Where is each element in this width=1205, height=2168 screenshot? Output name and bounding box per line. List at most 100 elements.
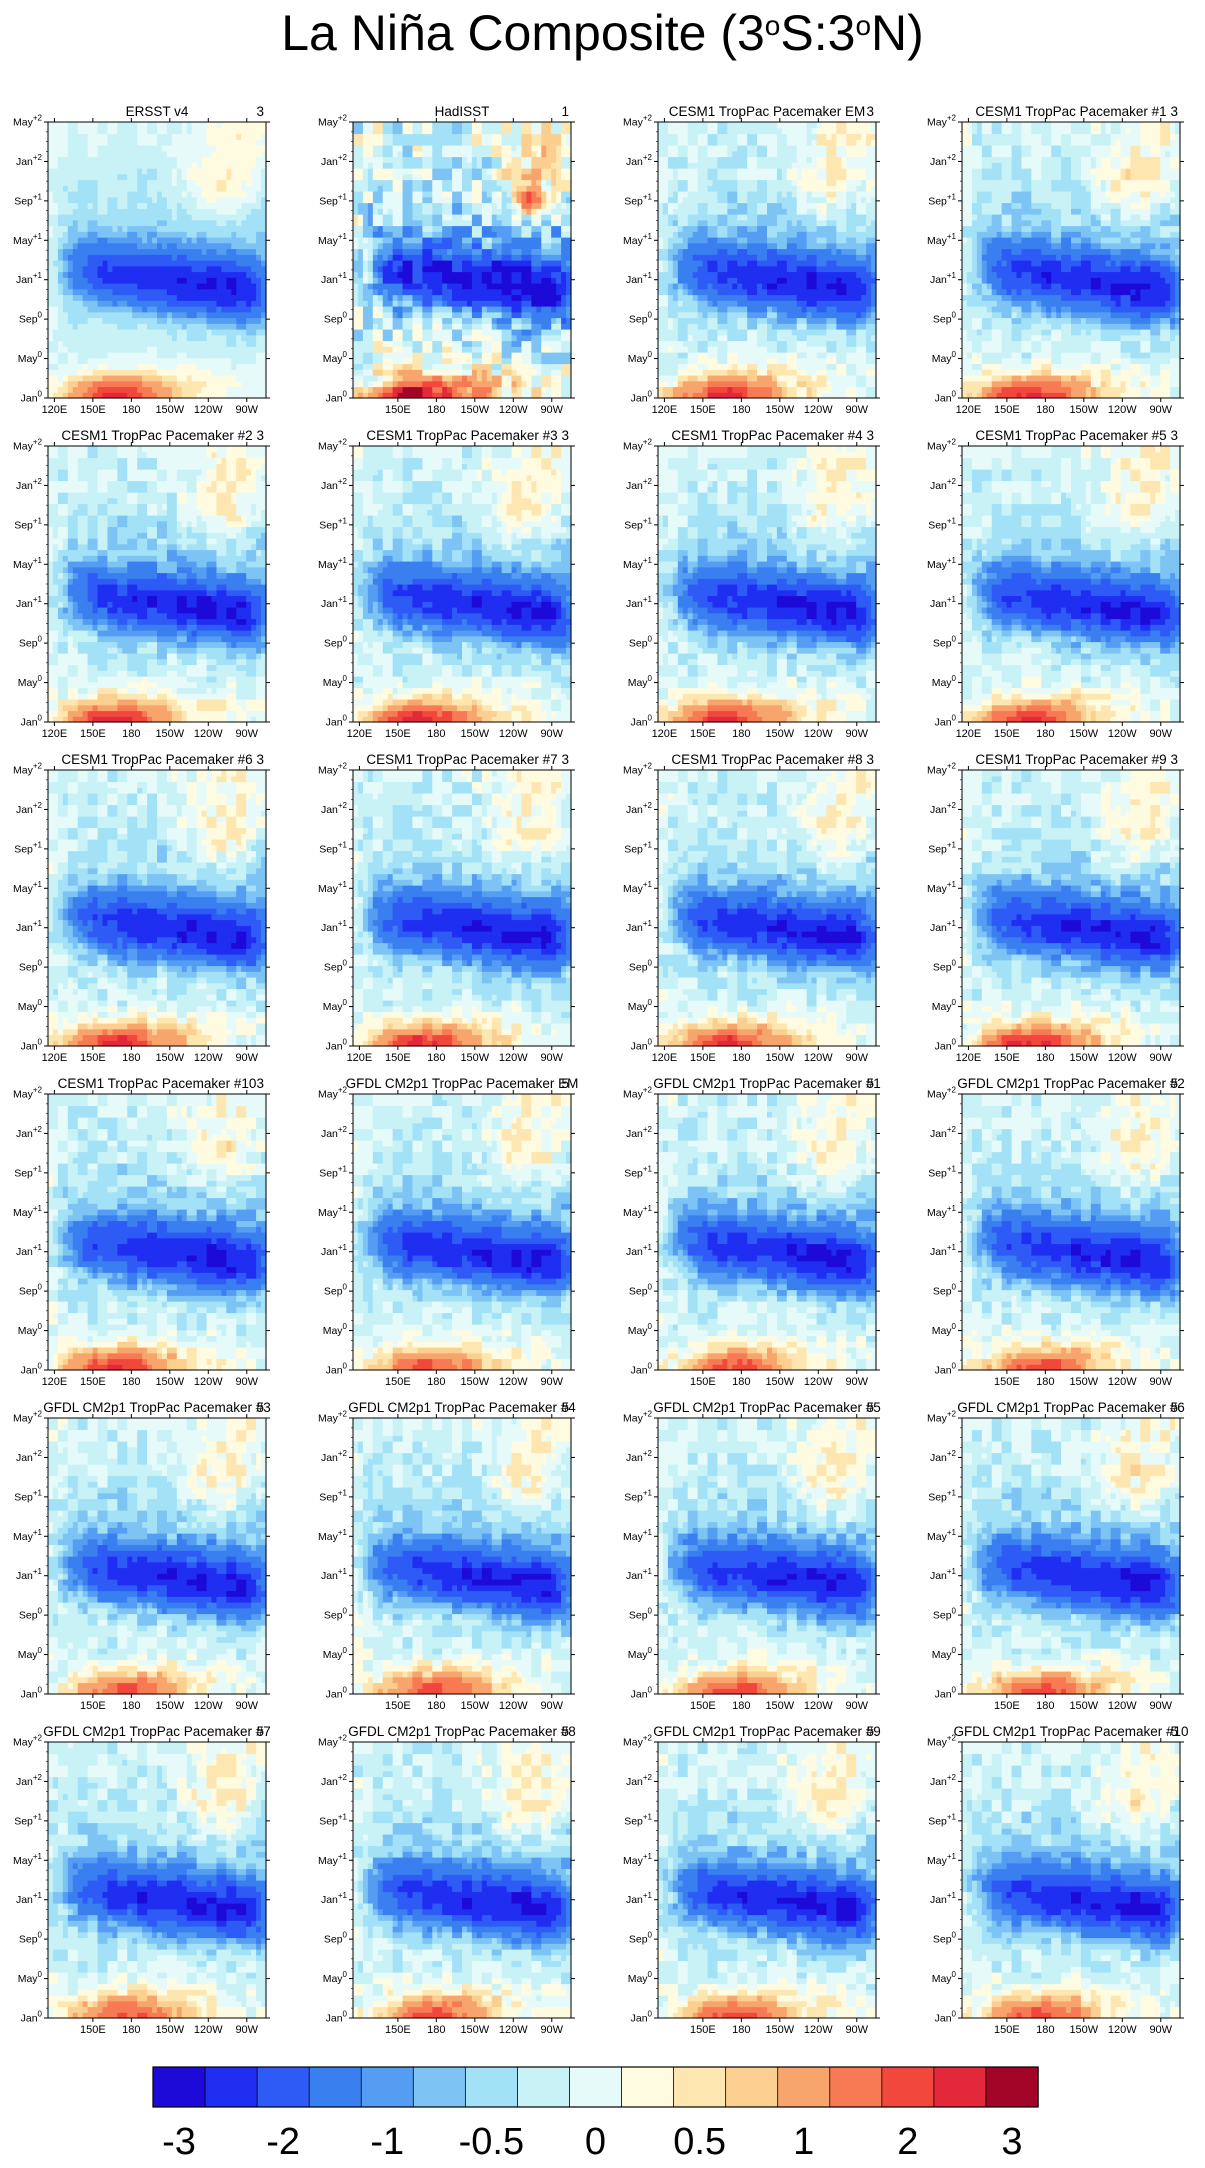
heatmap-cell bbox=[467, 168, 473, 174]
heatmap-cell bbox=[683, 352, 689, 358]
heatmap-cell bbox=[536, 295, 542, 301]
heatmap-cell bbox=[732, 318, 738, 324]
heatmap-cell bbox=[378, 295, 384, 301]
heatmap-cell bbox=[192, 128, 198, 134]
heatmap-cell bbox=[202, 185, 208, 191]
heatmap-cell bbox=[561, 346, 567, 352]
heatmap-cell bbox=[177, 260, 183, 266]
heatmap-cell bbox=[551, 214, 557, 220]
heatmap-cell bbox=[197, 329, 203, 335]
heatmap-cell bbox=[541, 128, 547, 134]
heatmap-cell bbox=[517, 214, 523, 220]
heatmap-cell bbox=[398, 214, 404, 220]
heatmap-cell bbox=[157, 208, 163, 214]
heatmap-cell bbox=[363, 341, 369, 347]
heatmap-cell bbox=[541, 289, 547, 295]
heatmap-cell bbox=[358, 387, 364, 393]
heatmap-cell bbox=[541, 203, 547, 209]
heatmap-cell bbox=[221, 369, 227, 375]
heatmap-cell bbox=[112, 306, 118, 312]
heatmap-cell bbox=[831, 318, 837, 324]
heatmap-cell bbox=[861, 358, 867, 364]
heatmap-cell bbox=[492, 335, 498, 341]
heatmap-cell bbox=[157, 128, 163, 134]
heatmap-cell bbox=[531, 381, 537, 387]
heatmap-cell bbox=[187, 231, 193, 237]
heatmap-cell bbox=[452, 283, 458, 289]
heatmap-cell bbox=[556, 237, 562, 243]
heatmap-cell bbox=[546, 277, 552, 283]
heatmap-cell bbox=[462, 323, 468, 329]
y-tick-label: May0 bbox=[323, 350, 348, 365]
heatmap-cell bbox=[363, 375, 369, 381]
heatmap-cell bbox=[698, 364, 704, 370]
heatmap-cell bbox=[673, 364, 679, 370]
heatmap-cell bbox=[526, 381, 532, 387]
heatmap-cell bbox=[417, 134, 423, 140]
heatmap-cell bbox=[122, 323, 128, 329]
heatmap-cell bbox=[83, 335, 89, 341]
heatmap-cell bbox=[713, 341, 719, 347]
heatmap-cell bbox=[851, 369, 857, 375]
heatmap-cell bbox=[363, 249, 369, 255]
heatmap-cell bbox=[432, 358, 438, 364]
heatmap-cell bbox=[103, 139, 109, 145]
heatmap-cell bbox=[93, 237, 99, 243]
heatmap-cell bbox=[83, 312, 89, 318]
heatmap-cell bbox=[866, 358, 872, 364]
heatmap-cell bbox=[551, 369, 557, 375]
heatmap-cell bbox=[251, 208, 257, 214]
heatmap-cell bbox=[403, 300, 409, 306]
y-tick-label: Sep+1 bbox=[319, 192, 347, 207]
heatmap-cell bbox=[507, 249, 513, 255]
heatmap-cell bbox=[452, 208, 458, 214]
heatmap-cell bbox=[526, 300, 532, 306]
heatmap-cell bbox=[78, 300, 84, 306]
heatmap-cell bbox=[53, 289, 59, 295]
heatmap-cell bbox=[732, 358, 738, 364]
heatmap-cell bbox=[507, 272, 513, 278]
heatmap-cell bbox=[447, 335, 453, 341]
heatmap-cell bbox=[256, 266, 262, 272]
heatmap-cell bbox=[147, 237, 153, 243]
heatmap-cell bbox=[177, 162, 183, 168]
heatmap-cell bbox=[358, 277, 364, 283]
heatmap-cell bbox=[363, 157, 369, 163]
heatmap-cell bbox=[167, 197, 173, 203]
heatmap-cell bbox=[517, 283, 523, 289]
heatmap-cell bbox=[467, 352, 473, 358]
heatmap-cell bbox=[517, 185, 523, 191]
heatmap-cell bbox=[78, 260, 84, 266]
heatmap-cell bbox=[246, 335, 252, 341]
heatmap-cell bbox=[212, 295, 218, 301]
heatmap-cell bbox=[58, 352, 64, 358]
heatmap-cell bbox=[551, 260, 557, 266]
heatmap-cell bbox=[782, 381, 788, 387]
heatmap-cell bbox=[256, 369, 262, 375]
heatmap-cell bbox=[63, 162, 69, 168]
heatmap-cell bbox=[202, 134, 208, 140]
heatmap-cell bbox=[378, 306, 384, 312]
heatmap-cell bbox=[658, 312, 664, 318]
heatmap-cell bbox=[517, 134, 523, 140]
heatmap-cell bbox=[668, 346, 674, 352]
heatmap-cell bbox=[551, 220, 557, 226]
heatmap-cell bbox=[457, 260, 463, 266]
heatmap-cell bbox=[98, 134, 104, 140]
heatmap-cell bbox=[663, 312, 669, 318]
heatmap-cell bbox=[521, 295, 527, 301]
heatmap-cell bbox=[157, 283, 163, 289]
heatmap-cell bbox=[207, 151, 213, 157]
heatmap-cell bbox=[137, 151, 143, 157]
heatmap-cell bbox=[152, 375, 158, 381]
heatmap-cell bbox=[502, 134, 508, 140]
heatmap-cell bbox=[182, 237, 188, 243]
heatmap-cell bbox=[157, 168, 163, 174]
heatmap-cell bbox=[561, 203, 567, 209]
heatmap-cell bbox=[457, 387, 463, 393]
heatmap-cell bbox=[246, 162, 252, 168]
heatmap-cell bbox=[531, 312, 537, 318]
heatmap-cell bbox=[236, 151, 242, 157]
heatmap-cell bbox=[457, 375, 463, 381]
heatmap-cell bbox=[836, 318, 842, 324]
